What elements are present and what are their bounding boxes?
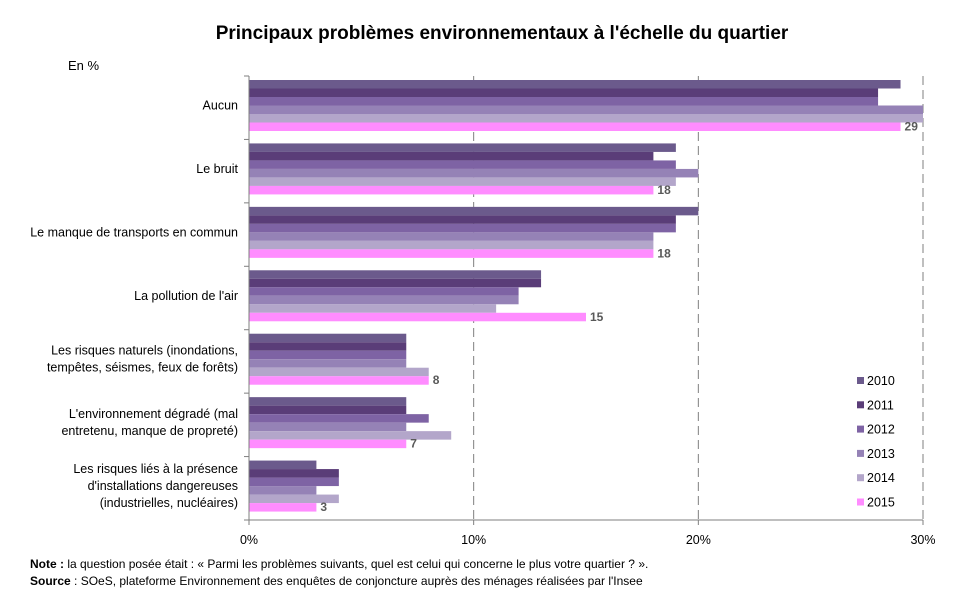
bar-2011-3 (249, 278, 542, 288)
category-label-6-1: d'installations dangereuses (88, 479, 238, 493)
bar-2011-4 (249, 342, 407, 351)
bar-2015-0 (249, 122, 901, 131)
bar-2010-4 (249, 333, 407, 343)
bar-2010-0 (249, 80, 901, 89)
category-labels: Aucun Le bruit Le manque de transports en … (30, 99, 238, 511)
category-label-1-0: Le bruit (196, 162, 238, 176)
legend-label-2015: 2015 (867, 496, 895, 510)
legend-label-2013: 2013 (867, 447, 895, 461)
note-label: Note : (30, 557, 64, 571)
grid-lines (473, 76, 924, 520)
bar-2013-0 (249, 105, 923, 114)
axes (244, 75, 924, 525)
x-tick-label-10: 10% (461, 533, 486, 547)
legend-label-2011: 2011 (867, 398, 894, 412)
bar-2014-3 (249, 304, 497, 313)
bars (249, 80, 923, 512)
category-label-4-0: Les risques naturels (inondations, (51, 344, 238, 358)
source-text: : SOeS, plateforme Environnement des enq… (70, 574, 643, 588)
source-label: Source (30, 574, 71, 588)
category-label-6-0: Les risques liés à la présence (73, 462, 238, 476)
legend-swatch-2013 (857, 449, 864, 457)
x-tick-label-20: 20% (686, 533, 711, 547)
bar-2010-2 (249, 206, 699, 216)
bar-2010-6 (249, 460, 317, 470)
x-tick-label-0: 0% (240, 533, 258, 547)
legend: 2010 2011 2012 2013 2014 2015 (857, 374, 895, 510)
bar-2010-1 (249, 143, 676, 152)
footer-note: Note : la question posée était : « Parmi… (30, 556, 648, 572)
bar-2015-5 (249, 439, 407, 449)
legend-swatch-2014 (857, 474, 864, 482)
bar-2010-5 (249, 397, 407, 406)
data-labels: 29 18 18 15 8 7 3 (320, 120, 918, 515)
category-label-5-0: L'environnement dégradé (mal (69, 407, 238, 421)
bar-2011-6 (249, 469, 339, 478)
bar-2013-3 (249, 295, 519, 305)
bar-2012-1 (249, 160, 676, 169)
bar-2014-4 (249, 367, 429, 377)
bar-2014-0 (249, 114, 923, 123)
category-label-6-2: (industrielles, nucléaires) (100, 496, 238, 510)
bar-2010-3 (249, 270, 542, 279)
x-tick-label-30: 30% (910, 533, 935, 547)
note-text: la question posée était : « Parmi les pr… (64, 557, 649, 571)
category-label-2-0: Le manque de transports en commun (30, 225, 238, 239)
category-label-4-1: tempêtes, séismes, feux de forêts) (47, 361, 238, 375)
data-label-0: 29 (905, 120, 919, 134)
bar-2013-6 (249, 486, 317, 495)
bar-2015-6 (249, 503, 317, 512)
legend-label-2010: 2010 (867, 374, 895, 388)
bar-2015-2 (249, 249, 654, 258)
category-label-5-1: entretenu, manque de propreté) (61, 424, 238, 438)
bar-2012-6 (249, 477, 339, 487)
bar-2014-1 (249, 177, 676, 186)
data-label-6: 3 (320, 500, 327, 514)
bar-2011-0 (249, 88, 879, 97)
bar-2011-1 (249, 151, 654, 161)
bar-2015-4 (249, 376, 429, 385)
bar-2013-2 (249, 232, 654, 241)
bar-2012-2 (249, 223, 676, 233)
bar-2012-4 (249, 350, 407, 360)
bar-2011-5 (249, 405, 407, 415)
bar-2015-3 (249, 312, 586, 322)
bar-2015-1 (249, 185, 654, 195)
legend-label-2014: 2014 (867, 471, 895, 485)
data-label-2: 18 (657, 246, 671, 260)
bar-2013-1 (249, 168, 699, 178)
bar-2013-5 (249, 422, 407, 432)
legend-swatch-2011 (857, 401, 864, 409)
category-label-3-0: La pollution de l'air (134, 289, 238, 303)
footer-source: Source : SOeS, plateforme Environnement … (30, 573, 643, 589)
bar-2014-2 (249, 240, 654, 250)
chart-title: Principaux problèmes environnementaux à … (216, 23, 789, 44)
category-label-0-0: Aucun (203, 99, 238, 113)
bar-2012-5 (249, 414, 429, 423)
bar-2011-2 (249, 215, 676, 224)
legend-swatch-2010 (857, 377, 864, 384)
data-label-3: 15 (590, 310, 604, 324)
x-tick-labels: 0% 10% 20% 30% (240, 533, 936, 547)
data-label-1: 18 (657, 183, 671, 197)
bar-2012-3 (249, 287, 519, 296)
legend-swatch-2012 (857, 425, 864, 433)
bar-2014-5 (249, 431, 452, 440)
unit-label: En % (68, 58, 100, 73)
bar-2014-6 (249, 494, 339, 504)
bar-2013-4 (249, 359, 407, 368)
legend-label-2012: 2012 (867, 423, 895, 437)
legend-swatch-2015 (857, 498, 864, 506)
data-label-5: 7 (410, 437, 417, 451)
data-label-4: 8 (433, 373, 440, 387)
bar-2012-0 (249, 97, 879, 106)
